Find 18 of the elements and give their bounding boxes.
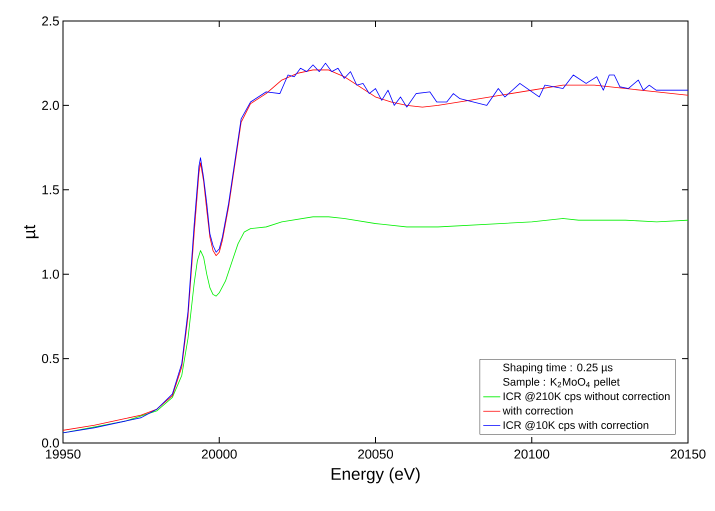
y-axis-title: µt	[24, 224, 39, 238]
x-tick-label: 20150	[670, 450, 706, 459]
y-tick-label: 0.0	[42, 438, 59, 448]
legend-label: with correction	[502, 406, 573, 415]
legend-label: ICR @210K cps without correction	[504, 392, 670, 402]
y-tick-label: 1.5	[42, 185, 59, 194]
y-tick-label: 0.5	[42, 354, 59, 364]
x-tick-label: 19950	[46, 450, 80, 459]
annotation: Sample : K$_{2}$MoO$_{4}$ pellet	[503, 378, 620, 388]
y-tick-label: 2.5	[42, 16, 59, 26]
y-tick-label: 2.0	[42, 100, 59, 110]
x-axis-title: Energy (eV)	[332, 468, 420, 484]
x-tick-label: 20050	[358, 450, 394, 459]
annotation: Shaping time : 0.25 µs	[503, 363, 613, 374]
y-tick-label: 1.0	[42, 270, 59, 279]
legend-label: ICR @10K cps with correction	[504, 420, 648, 432]
x-tick-label: 20000	[202, 450, 237, 459]
x-tick-label: 20100	[514, 450, 550, 459]
